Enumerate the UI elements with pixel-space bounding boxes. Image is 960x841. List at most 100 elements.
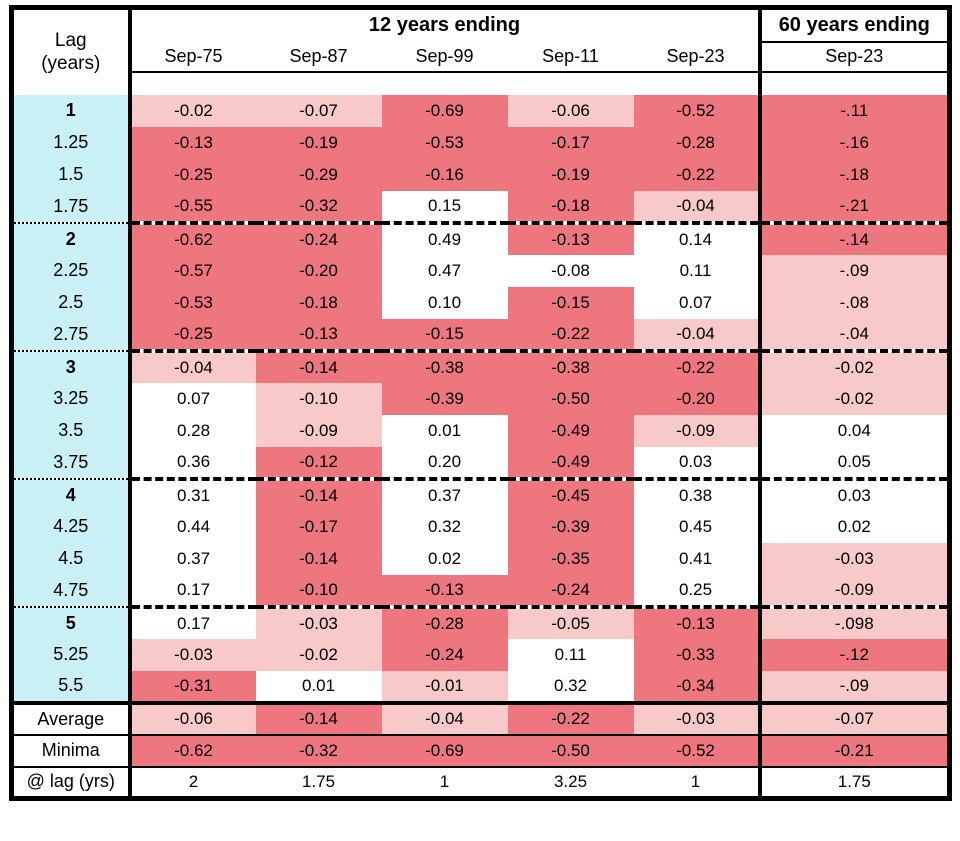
value-cell: -0.24 <box>255 220 382 255</box>
value-cell: -0.62 <box>129 220 256 255</box>
value-cell: -0.22 <box>633 348 760 383</box>
value-cell: -0.50 <box>507 382 634 415</box>
footer-row: @ lag (yrs) 2 1.75 1 3.25 1 1.75 <box>11 765 950 799</box>
lag-header-line2: (years) <box>41 53 101 75</box>
lag-value: 3.25 <box>11 382 132 415</box>
lag-value: 5 <box>11 605 132 639</box>
table-row: 2.75 -0.25 -0.13 -0.15 -0.22 -0.04 -.04 <box>11 318 950 351</box>
value-cell: -.098 <box>757 604 950 639</box>
value-cell: 0.20 <box>381 446 508 479</box>
lag-value: 5.5 <box>11 670 132 703</box>
value-cell: -0.14 <box>255 542 382 575</box>
footer-value-cell: 1.75 <box>757 765 950 799</box>
column-header-sep-23: Sep-23 <box>633 41 760 72</box>
table-row: 2.5 -0.53 -0.18 0.10 -0.15 0.07 -.08 <box>11 286 950 319</box>
lag-value: 1.5 <box>11 158 132 191</box>
value-cell: -.18 <box>757 158 950 191</box>
value-cell: -0.09 <box>633 414 760 447</box>
spacer-cell <box>757 70 950 95</box>
value-cell: -0.53 <box>129 286 256 319</box>
value-cell: -.09 <box>757 670 950 703</box>
footer-label: @ lag (yrs) <box>11 765 132 799</box>
value-cell: -0.31 <box>129 670 256 703</box>
table-row: 4.5 0.37 -0.14 0.02 -0.35 0.41 -0.03 <box>11 542 950 575</box>
footer-value-cell: -0.07 <box>757 700 950 735</box>
value-cell: -.08 <box>757 286 950 319</box>
value-cell: -0.19 <box>507 158 634 191</box>
table-row: 1.5 -0.25 -0.29 -0.16 -0.19 -0.22 -.18 <box>11 158 950 191</box>
value-cell: -0.28 <box>381 604 508 639</box>
value-cell: -0.19 <box>255 126 382 159</box>
table-row: 5 0.17 -0.03 -0.28 -0.05 -0.13 -.098 <box>11 604 950 639</box>
group-header-12-years: 12 years ending <box>129 7 760 42</box>
footer-value-cell: -0.62 <box>129 733 256 767</box>
footer-value-cell: 1 <box>633 765 760 799</box>
value-cell: -0.52 <box>633 94 760 127</box>
value-cell: -0.20 <box>255 254 382 287</box>
value-cell: -0.24 <box>381 638 508 671</box>
column-header-sep-23-60yr: Sep-23 <box>757 41 950 72</box>
spacer-cell <box>129 70 256 95</box>
value-cell: -.11 <box>757 94 950 127</box>
footer-label: Average <box>11 700 132 735</box>
value-cell: -.21 <box>757 190 950 223</box>
value-cell: -0.13 <box>633 604 760 639</box>
lag-value: 3 <box>11 349 132 383</box>
value-cell: -0.17 <box>255 510 382 543</box>
value-cell: -0.01 <box>381 670 508 703</box>
value-cell: -0.53 <box>381 126 508 159</box>
footer-value-cell: -0.69 <box>381 733 508 767</box>
value-cell: 0.05 <box>757 446 950 479</box>
value-cell: -.14 <box>757 220 950 255</box>
value-cell: -0.55 <box>129 190 256 223</box>
value-cell: 0.37 <box>129 542 256 575</box>
value-cell: -0.17 <box>507 126 634 159</box>
value-cell: -0.02 <box>129 94 256 127</box>
value-cell: 0.07 <box>633 286 760 319</box>
value-cell: -0.15 <box>507 286 634 319</box>
footer-row: Average -0.06 -0.14 -0.04 -0.22 -0.03 -0.07 <box>11 700 950 735</box>
value-cell: -0.09 <box>757 574 950 607</box>
value-cell: -0.35 <box>507 542 634 575</box>
value-cell: -0.04 <box>633 190 760 223</box>
value-cell: 0.01 <box>381 414 508 447</box>
footer-value-cell: 2 <box>129 765 256 799</box>
value-cell: -0.13 <box>255 318 382 351</box>
value-cell: -0.05 <box>507 604 634 639</box>
value-cell: -0.29 <box>255 158 382 191</box>
spacer-row <box>12 70 950 95</box>
table-footer: Average -0.06 -0.14 -0.04 -0.22 -0.03 -0.07 Min… <box>11 700 950 799</box>
value-cell: -0.69 <box>381 94 508 127</box>
value-cell: -0.09 <box>255 414 382 447</box>
footer-value-cell: -0.04 <box>381 700 508 735</box>
lag-value: 4 <box>11 477 132 511</box>
value-cell: -0.02 <box>757 348 950 383</box>
lag-value: 5.25 <box>11 638 132 671</box>
footer-value-cell: 1.75 <box>255 765 382 799</box>
table-row: 1.25 -0.13 -0.19 -0.53 -0.17 -0.28 -.16 <box>11 126 950 159</box>
column-header-sep-99: Sep-99 <box>381 41 508 72</box>
value-cell: -0.03 <box>757 542 950 575</box>
table-row: 1.75 -0.55 -0.32 0.15 -0.18 -0.04 -.21 <box>11 190 950 223</box>
value-cell: 0.03 <box>633 446 760 479</box>
table-row: 3.25 0.07 -0.10 -0.39 -0.50 -0.20 -0.02 <box>11 382 950 415</box>
value-cell: -0.10 <box>255 574 382 607</box>
footer-value-cell: -0.50 <box>507 733 634 767</box>
value-cell: 0.02 <box>757 510 950 543</box>
value-cell: -0.49 <box>507 446 634 479</box>
value-cell: -0.45 <box>507 476 634 511</box>
table-row: 4.25 0.44 -0.17 0.32 -0.39 0.45 0.02 <box>11 510 950 543</box>
value-cell: -0.24 <box>507 574 634 607</box>
table-row: 2.25 -0.57 -0.20 0.47 -0.08 0.11 -.09 <box>11 254 950 287</box>
value-cell: 0.02 <box>381 542 508 575</box>
footer-value-cell: -0.52 <box>633 733 760 767</box>
value-cell: 0.17 <box>129 604 256 639</box>
value-cell: -0.38 <box>381 348 508 383</box>
value-cell: 0.45 <box>633 510 760 543</box>
lag-value: 2.25 <box>11 254 132 287</box>
value-cell: 0.47 <box>381 254 508 287</box>
footer-value-cell: -0.14 <box>255 700 382 735</box>
table-row: 5.25 -0.03 -0.02 -0.24 0.11 -0.33 -.12 <box>11 638 950 671</box>
value-cell: 0.01 <box>255 670 382 703</box>
